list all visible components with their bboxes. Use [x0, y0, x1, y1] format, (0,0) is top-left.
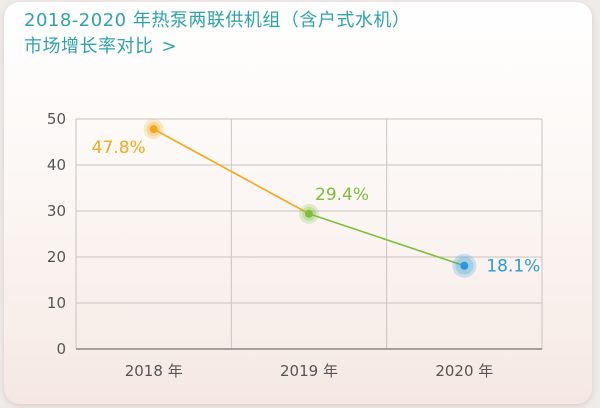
series-line: [153, 128, 465, 267]
chart-title-line-2: 市场增长率对比 >: [24, 34, 564, 60]
chart-card: [4, 2, 592, 404]
y-tick-label: 30: [47, 202, 66, 220]
data-labels: 47.8% 29.4% 18.1%: [92, 138, 541, 277]
data-label: 47.8%: [92, 138, 146, 158]
data-point[interactable]: [460, 261, 469, 270]
y-tick-label: 40: [47, 156, 66, 174]
chart-title: 2018-2020 年热泵两联供机组（含户式水机） 市场增长率对比 >: [24, 8, 564, 60]
data-label: 18.1%: [486, 257, 540, 277]
y-tick-label: 10: [47, 294, 66, 312]
chart-title-line-1: 2018-2020 年热泵两联供机组（含户式水机）: [24, 10, 411, 31]
x-tick-label: 2019 年: [280, 362, 338, 380]
x-tick-label: 2018 年: [125, 362, 183, 380]
data-label: 29.4%: [315, 185, 369, 205]
y-tick-label: 20: [47, 248, 66, 266]
data-point[interactable]: [149, 125, 158, 134]
x-tick-label: 2020 年: [435, 362, 493, 380]
data-point[interactable]: [305, 209, 313, 218]
axes: 0 10 20 30 40 50 2018 年 2019 年 2020 年: [47, 110, 542, 380]
series-line-segment: [153, 128, 310, 215]
y-tick-label: 0: [56, 340, 66, 358]
chevron-right-icon[interactable]: >: [161, 36, 178, 57]
y-tick-label: 50: [47, 110, 66, 128]
data-points: [143, 119, 477, 278]
series-line-segment: [308, 213, 465, 267]
grid: [75, 118, 543, 349]
chart-subtitle: 市场增长率对比: [24, 36, 154, 57]
